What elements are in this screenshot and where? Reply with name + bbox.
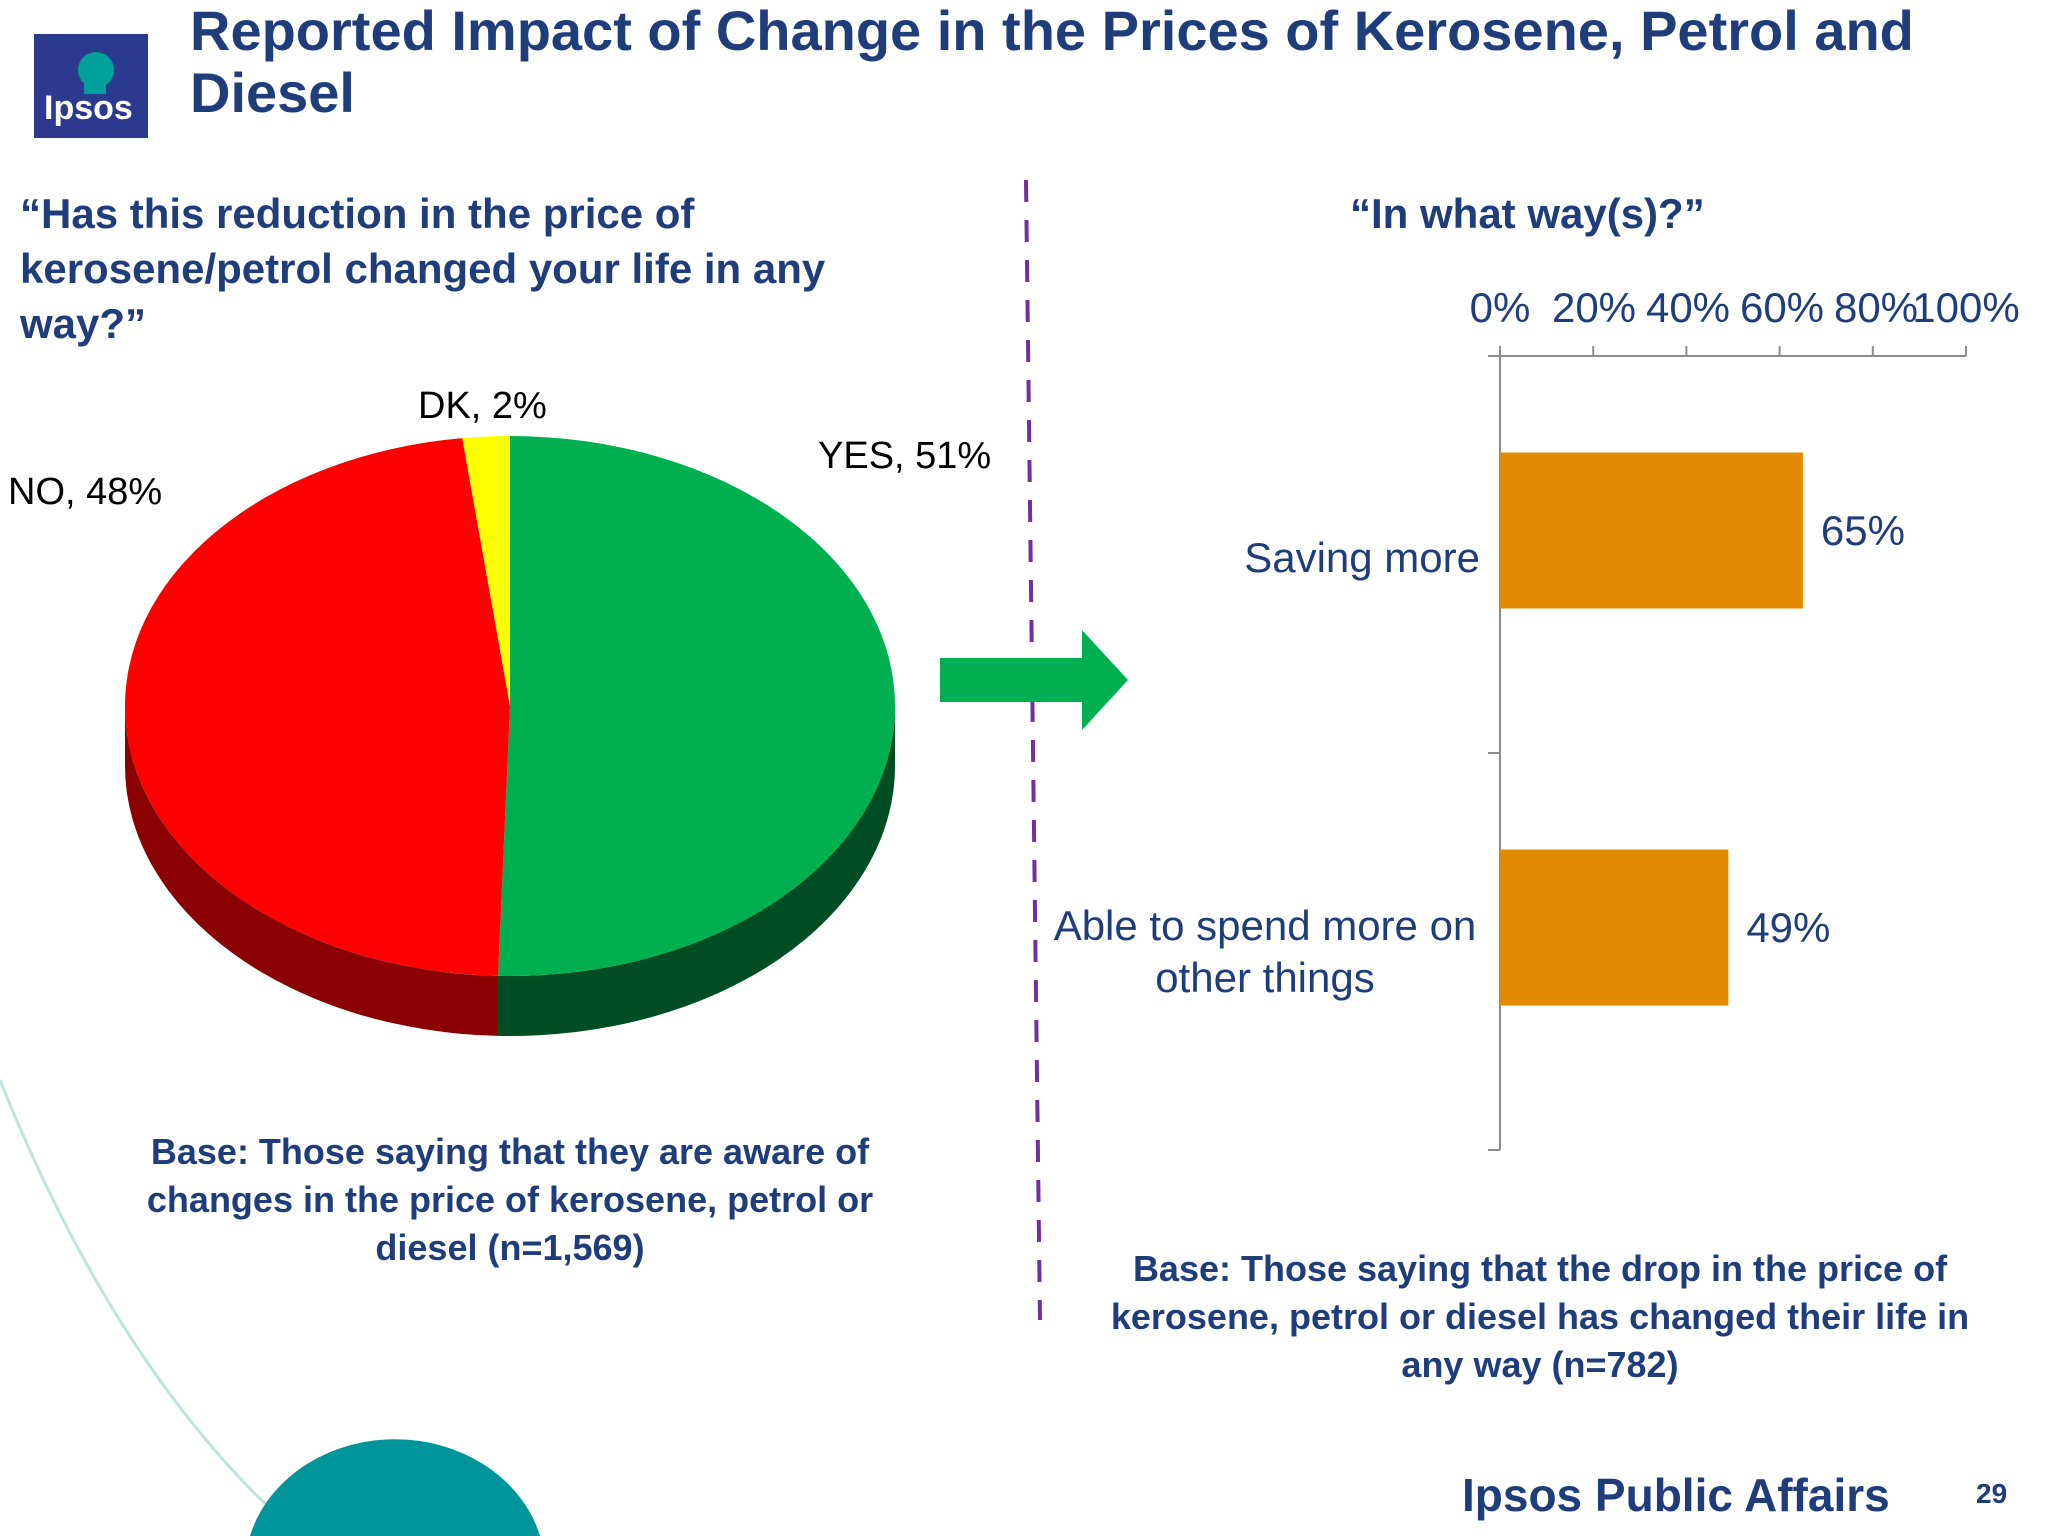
page-number: 29 — [1976, 1478, 2008, 1509]
pie-slice-yes — [498, 436, 895, 976]
logo-head-icon — [78, 52, 114, 94]
pie-label-yes: YES, 51% — [818, 435, 992, 477]
pie-label-no: NO, 48% — [8, 471, 163, 513]
page-title: Reported Impact of Change in the Prices … — [190, 0, 1914, 124]
x-tick-label: 0% — [1469, 284, 1531, 331]
pie-base-note: Base: Those saying that they are aware o… — [146, 1131, 874, 1268]
bar — [1500, 849, 1729, 1006]
pie-chart — [125, 436, 895, 1036]
background-curve — [0, 1079, 301, 1536]
pie-slice-no — [125, 438, 511, 976]
ipsos-logo: Ipsos — [34, 34, 148, 138]
bar-base-note: Base: Those saying that the drop in the … — [1110, 1248, 1970, 1385]
bar-value-label: 49% — [1746, 903, 1831, 951]
footer-brand: Ipsos Public Affairs — [1462, 1469, 1890, 1521]
bar-category-label: Able to spend more on other things — [1053, 902, 1477, 1001]
arrow-icon — [940, 630, 1128, 730]
bar-question: “In what way(s)?” — [1350, 190, 1705, 237]
pie-slice-dk — [462, 436, 510, 706]
pie-label-dk: DK, 2% — [418, 385, 547, 427]
x-tick-label: 80% — [1833, 284, 1919, 331]
pie-side-yes — [498, 706, 895, 1036]
pie-side-no — [125, 706, 499, 1036]
bar-value-label: 65% — [1820, 506, 1905, 554]
divider-line — [1024, 179, 1042, 1321]
bar — [1500, 452, 1803, 609]
x-tick-label: 60% — [1739, 284, 1825, 331]
x-tick-label: 100% — [1912, 284, 2020, 331]
bar-chart — [1488, 346, 1967, 1151]
logo-text: Ipsos — [44, 89, 133, 127]
pie-question: “Has this reduction in the price of kero… — [20, 190, 826, 347]
x-tick-label: 20% — [1551, 284, 1637, 331]
x-tick-label: 40% — [1645, 284, 1731, 331]
bar-category-label: Saving more — [1244, 534, 1480, 581]
background-circle — [250, 1439, 540, 1536]
